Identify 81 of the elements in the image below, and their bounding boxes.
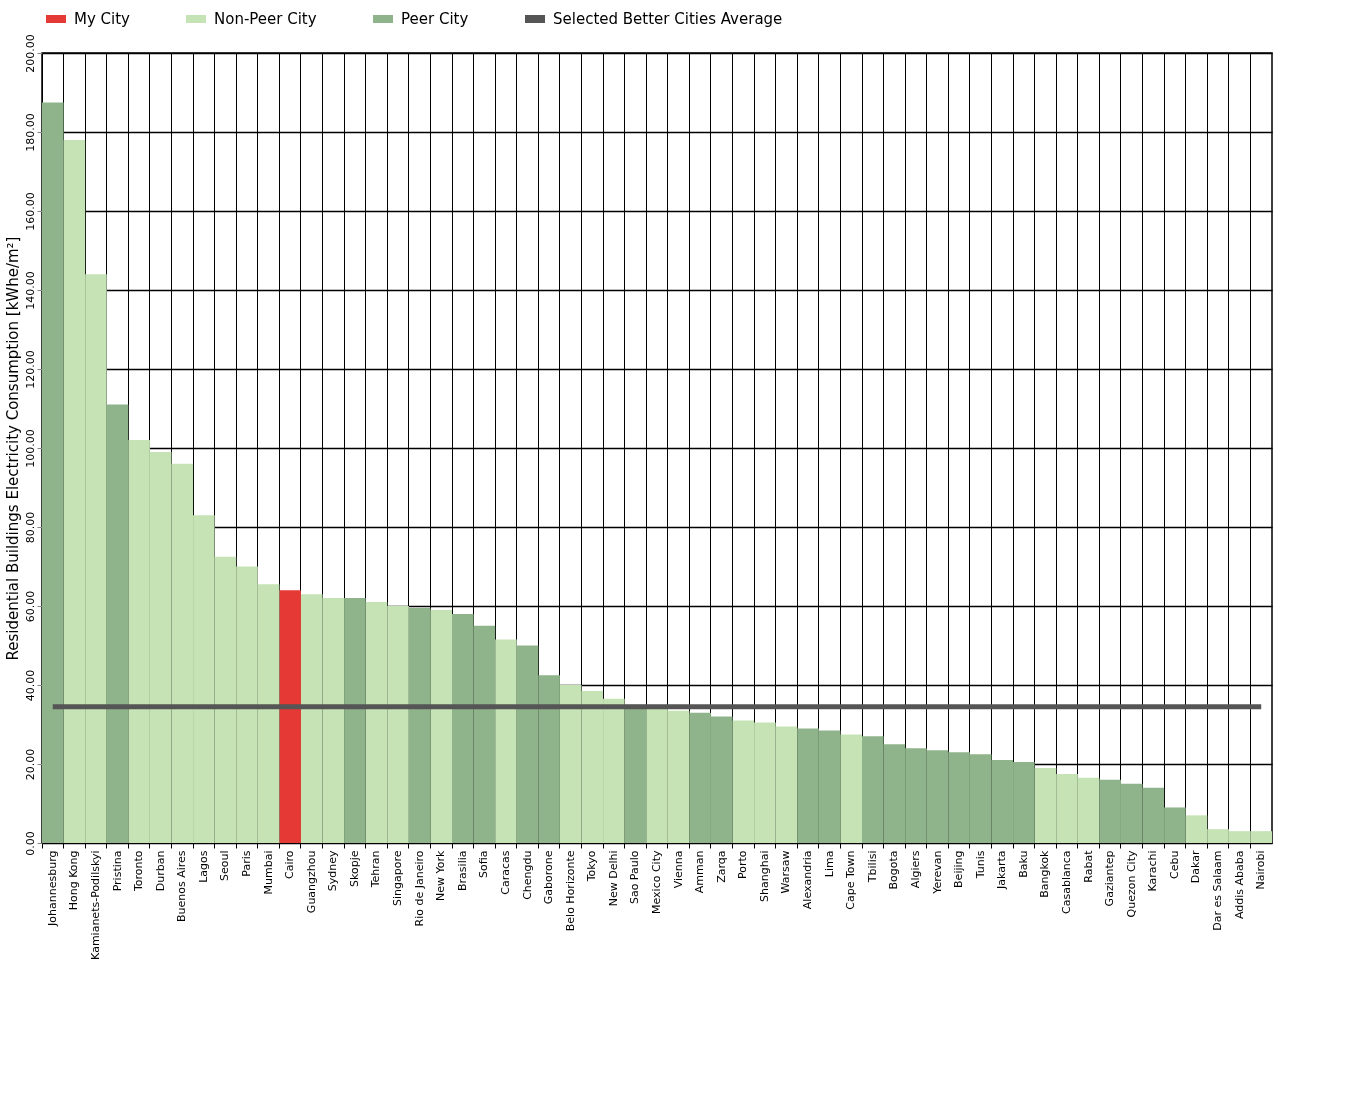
y-tick-label: 120.00 <box>23 350 37 389</box>
x-tick-label: Rabat <box>1081 849 1095 883</box>
x-tick-label: Johannesburg <box>45 850 59 927</box>
x-tick-label: Jakarta <box>995 850 1009 890</box>
y-tick-label: 80.00 <box>23 511 37 544</box>
x-tick-label: Shanghai <box>757 850 771 902</box>
bar <box>840 734 862 843</box>
x-tick-label: Baku <box>1016 850 1030 878</box>
x-tick-label: Durban <box>153 850 167 892</box>
x-tick-label: Mexico City <box>650 850 663 914</box>
y-tick-label: 20.00 <box>23 748 37 781</box>
x-tick-label: Nairobi <box>1254 850 1268 890</box>
x-tick-label: Hong Kong <box>67 850 81 911</box>
y-tick-label: 40.00 <box>23 669 37 702</box>
x-tick-label: Chengdu <box>520 850 534 900</box>
x-tick-label: Casablanca <box>1060 850 1073 914</box>
x-tick-label: Cebu <box>1167 850 1181 879</box>
y-tick-label: 200.00 <box>23 34 37 73</box>
x-tick-label: Karachi <box>1146 850 1160 892</box>
x-tick-label: Amman <box>693 850 707 894</box>
legend-label: My City <box>74 10 131 28</box>
y-tick-label: 0.00 <box>23 831 37 856</box>
legend-label: Peer City <box>401 10 469 28</box>
x-tick-label: Mumbai <box>261 850 275 895</box>
x-tick-label: Gaziantep <box>1103 850 1117 907</box>
x-tick-label: Sydney <box>326 850 340 892</box>
bar <box>279 590 301 843</box>
x-tick-label: Paris <box>240 850 253 877</box>
x-tick-label: Tbilisi <box>865 850 879 884</box>
x-tick-label: Buenos Aires <box>175 850 189 923</box>
bar <box>106 404 129 843</box>
x-tick-label: Vienna <box>671 850 685 889</box>
x-tick-label: Singapore <box>391 850 405 906</box>
x-tick-label: Cairo <box>283 850 297 879</box>
x-tick-label: Addis Ababa <box>1232 850 1246 920</box>
x-tick-label: Porto <box>736 850 750 880</box>
x-tick-label: Rio de Janeiro <box>412 850 426 927</box>
x-tick-label: Gaborone <box>542 850 556 905</box>
x-tick-label: Lagos <box>196 850 210 883</box>
y-tick-label: 100.00 <box>23 429 37 468</box>
x-tick-label: Quezon City <box>1124 850 1138 918</box>
x-tick-label: Sofia <box>477 850 491 878</box>
x-tick-label: Belo Horizonte <box>563 850 577 932</box>
bar <box>408 607 431 843</box>
x-tick-label: Skopje <box>347 850 361 887</box>
bar <box>42 102 64 843</box>
x-tick-label: Guangzhou <box>304 850 318 914</box>
x-tick-label: Lima <box>822 850 836 878</box>
y-tick-label: 180.00 <box>23 113 37 152</box>
x-tick-label: Algiers <box>908 850 922 889</box>
x-tick-label: Cape Town <box>844 850 858 910</box>
x-tick-label: Seoul <box>218 850 232 882</box>
x-tick-label: Bangkok <box>1038 849 1052 898</box>
legend-label: Non-Peer City <box>214 10 317 28</box>
bar <box>344 598 366 843</box>
x-tick-label: Warsaw <box>779 850 793 894</box>
bar <box>495 639 517 843</box>
y-tick-label: 140.00 <box>23 271 37 310</box>
x-tick-label: Pristina <box>110 850 124 892</box>
x-tick-label: Sao Paulo <box>628 850 642 905</box>
x-tick-label: Tehran <box>369 850 383 889</box>
x-tick-label: Kamianets-Podilskyi <box>88 850 102 960</box>
x-tick-label: Zarqa <box>714 850 728 883</box>
y-tick-label: 60.00 <box>23 590 37 623</box>
x-tick-label: Bogota <box>887 850 901 890</box>
y-axis-title: Residential Buildings Electricity Consumption [kWhe/m²] <box>3 236 22 661</box>
x-tick-label: Dakar <box>1189 850 1203 884</box>
x-tick-label: Dar es Salaam <box>1211 850 1225 931</box>
x-tick-label: Beijing <box>952 850 966 888</box>
x-tick-label: Caracas <box>498 850 512 895</box>
x-tick-label: Toronto <box>132 850 146 893</box>
x-tick-label: New York <box>434 849 448 901</box>
legend-label: Selected Better Cities Average <box>553 10 783 28</box>
x-tick-label: Yerevan <box>930 850 944 895</box>
x-tick-label: Tokyo <box>585 850 599 883</box>
x-tick-label: New Delhi <box>606 850 620 907</box>
x-tick-label: Tunis <box>973 850 987 880</box>
x-tick-label: Alexandria <box>801 850 815 910</box>
x-tick-label: Brasilia <box>455 850 469 891</box>
bar <box>430 609 452 843</box>
y-tick-label: 160.00 <box>23 192 37 231</box>
